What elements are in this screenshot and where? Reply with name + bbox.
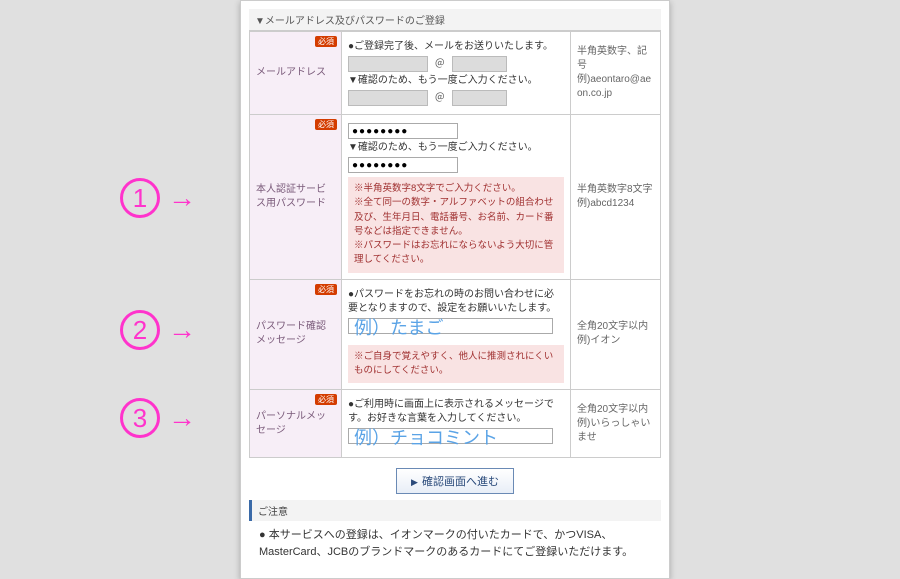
annotation-3: 3 → — [120, 398, 196, 438]
email2-local-input[interactable] — [348, 90, 428, 106]
annotation-1-number: 1 — [120, 178, 160, 218]
required-badge: 必須 — [315, 36, 337, 47]
arrow-icon: → — [168, 314, 196, 346]
arrow-icon: → — [168, 402, 196, 434]
personal-line1: ●ご利用時に画面上に表示されるメッセージです。お好きな言葉を入力してください。 — [348, 398, 564, 426]
cell-password-body: ▼確認のため、もう一度ご入力ください。 ※半角英数字8文字でご入力ください。 ※… — [342, 115, 571, 280]
pw-note2: ※全て同一の数字・アルファベットの組合わせ及び、生年月日、電話番号、お名前、カー… — [354, 196, 558, 239]
submit-label: 確認画面へ進む — [422, 476, 499, 488]
form-panel: ▼メールアドレス及びパスワードのご登録 メールアドレス 必須 ●ご登録完了後、メ… — [240, 0, 670, 579]
annotation-3-number: 3 — [120, 398, 160, 438]
email-domain-input[interactable] — [452, 56, 507, 72]
triangle-icon: ▶ — [411, 477, 418, 487]
email-local-input[interactable] — [348, 56, 428, 72]
arrow-icon: → — [168, 182, 196, 214]
password-line1: ▼確認のため、もう一度ご入力ください。 — [348, 141, 564, 155]
label-email: メールアドレス 必須 — [250, 32, 342, 115]
hint-confirm: 全角20文字以内 例)イオン — [571, 279, 661, 390]
row-email: メールアドレス 必須 ●ご登録完了後、メールをお送りいたします。 ＠ ▼確認のた… — [250, 32, 661, 115]
notice-body: ● 本サービスへの登録は、イオンマークの付いたカードで、かつVISA、Maste… — [249, 521, 661, 566]
label-confirm-message: パスワード確認メッセージ 必須 — [250, 279, 342, 390]
confirm-line1: ●パスワードをお忘れの時のお問い合わせに必要となりますので、設定をお願いいたしま… — [348, 288, 564, 316]
label-confirm-message-text: パスワード確認メッセージ — [256, 321, 326, 346]
cell-personal-body: ●ご利用時に画面上に表示されるメッセージです。お好きな言葉を入力してください。 … — [342, 390, 571, 458]
email-line2: ▼確認のため、もう一度ご入力ください。 — [348, 74, 564, 88]
required-badge: 必須 — [315, 394, 337, 405]
row-confirm-message: パスワード確認メッセージ 必須 ●パスワードをお忘れの時のお問い合わせに必要とな… — [250, 279, 661, 390]
section-title: ▼メールアドレス及びパスワードのご登録 — [249, 9, 661, 31]
email-line1: ●ご登録完了後、メールをお送りいたします。 — [348, 40, 564, 54]
label-personal-message-text: パーソナルメッセージ — [256, 411, 326, 436]
at-icon: ＠ — [435, 58, 445, 72]
label-password-text: 本人認証サービス用パスワード — [256, 184, 326, 209]
password-input[interactable] — [348, 123, 458, 139]
annotation-2-number: 2 — [120, 310, 160, 350]
hint-personal: 全角20文字以内 例)いらっしゃいませ — [571, 390, 661, 458]
label-password: 本人認証サービス用パスワード 必須 — [250, 115, 342, 280]
confirm-note: ※ご自身で覚えやすく、他人に推測されにくいものにしてください。 — [348, 345, 564, 384]
password2-input[interactable] — [348, 157, 458, 173]
hint-password: 半角英数字8文字 例)abcd1234 — [571, 115, 661, 280]
pw-note1: ※半角英数字8文字でご入力ください。 — [354, 182, 558, 196]
at-icon: ＠ — [435, 92, 445, 106]
confirm-message-input[interactable] — [348, 318, 553, 334]
annotation-2: 2 → — [120, 310, 196, 350]
password-notes: ※半角英数字8文字でご入力ください。 ※全て同一の数字・アルファベットの組合わせ… — [348, 177, 564, 273]
submit-button[interactable]: ▶ 確認画面へ進む — [396, 468, 514, 494]
required-badge: 必須 — [315, 119, 337, 130]
label-email-text: メールアドレス — [256, 67, 326, 78]
hint-email: 半角英数字、記号 例)aeontaro@aeon.co.jp — [571, 32, 661, 115]
row-password: 本人認証サービス用パスワード 必須 ▼確認のため、もう一度ご入力ください。 ※半… — [250, 115, 661, 280]
cell-email-body: ●ご登録完了後、メールをお送りいたします。 ＠ ▼確認のため、もう一度ご入力くだ… — [342, 32, 571, 115]
required-badge: 必須 — [315, 284, 337, 295]
label-personal-message: パーソナルメッセージ 必須 — [250, 390, 342, 458]
email2-domain-input[interactable] — [452, 90, 507, 106]
notice-title: ご注意 — [249, 500, 661, 521]
annotation-1: 1 → — [120, 178, 196, 218]
cell-confirm-body: ●パスワードをお忘れの時のお問い合わせに必要となりますので、設定をお願いいたしま… — [342, 279, 571, 390]
button-row: ▶ 確認画面へ進む — [249, 468, 661, 494]
personal-message-input[interactable] — [348, 428, 553, 444]
form-table: メールアドレス 必須 ●ご登録完了後、メールをお送りいたします。 ＠ ▼確認のた… — [249, 31, 661, 458]
row-personal-message: パーソナルメッセージ 必須 ●ご利用時に画面上に表示されるメッセージです。お好き… — [250, 390, 661, 458]
pw-note3: ※パスワードはお忘れにならないよう大切に管理してください。 — [354, 239, 558, 268]
